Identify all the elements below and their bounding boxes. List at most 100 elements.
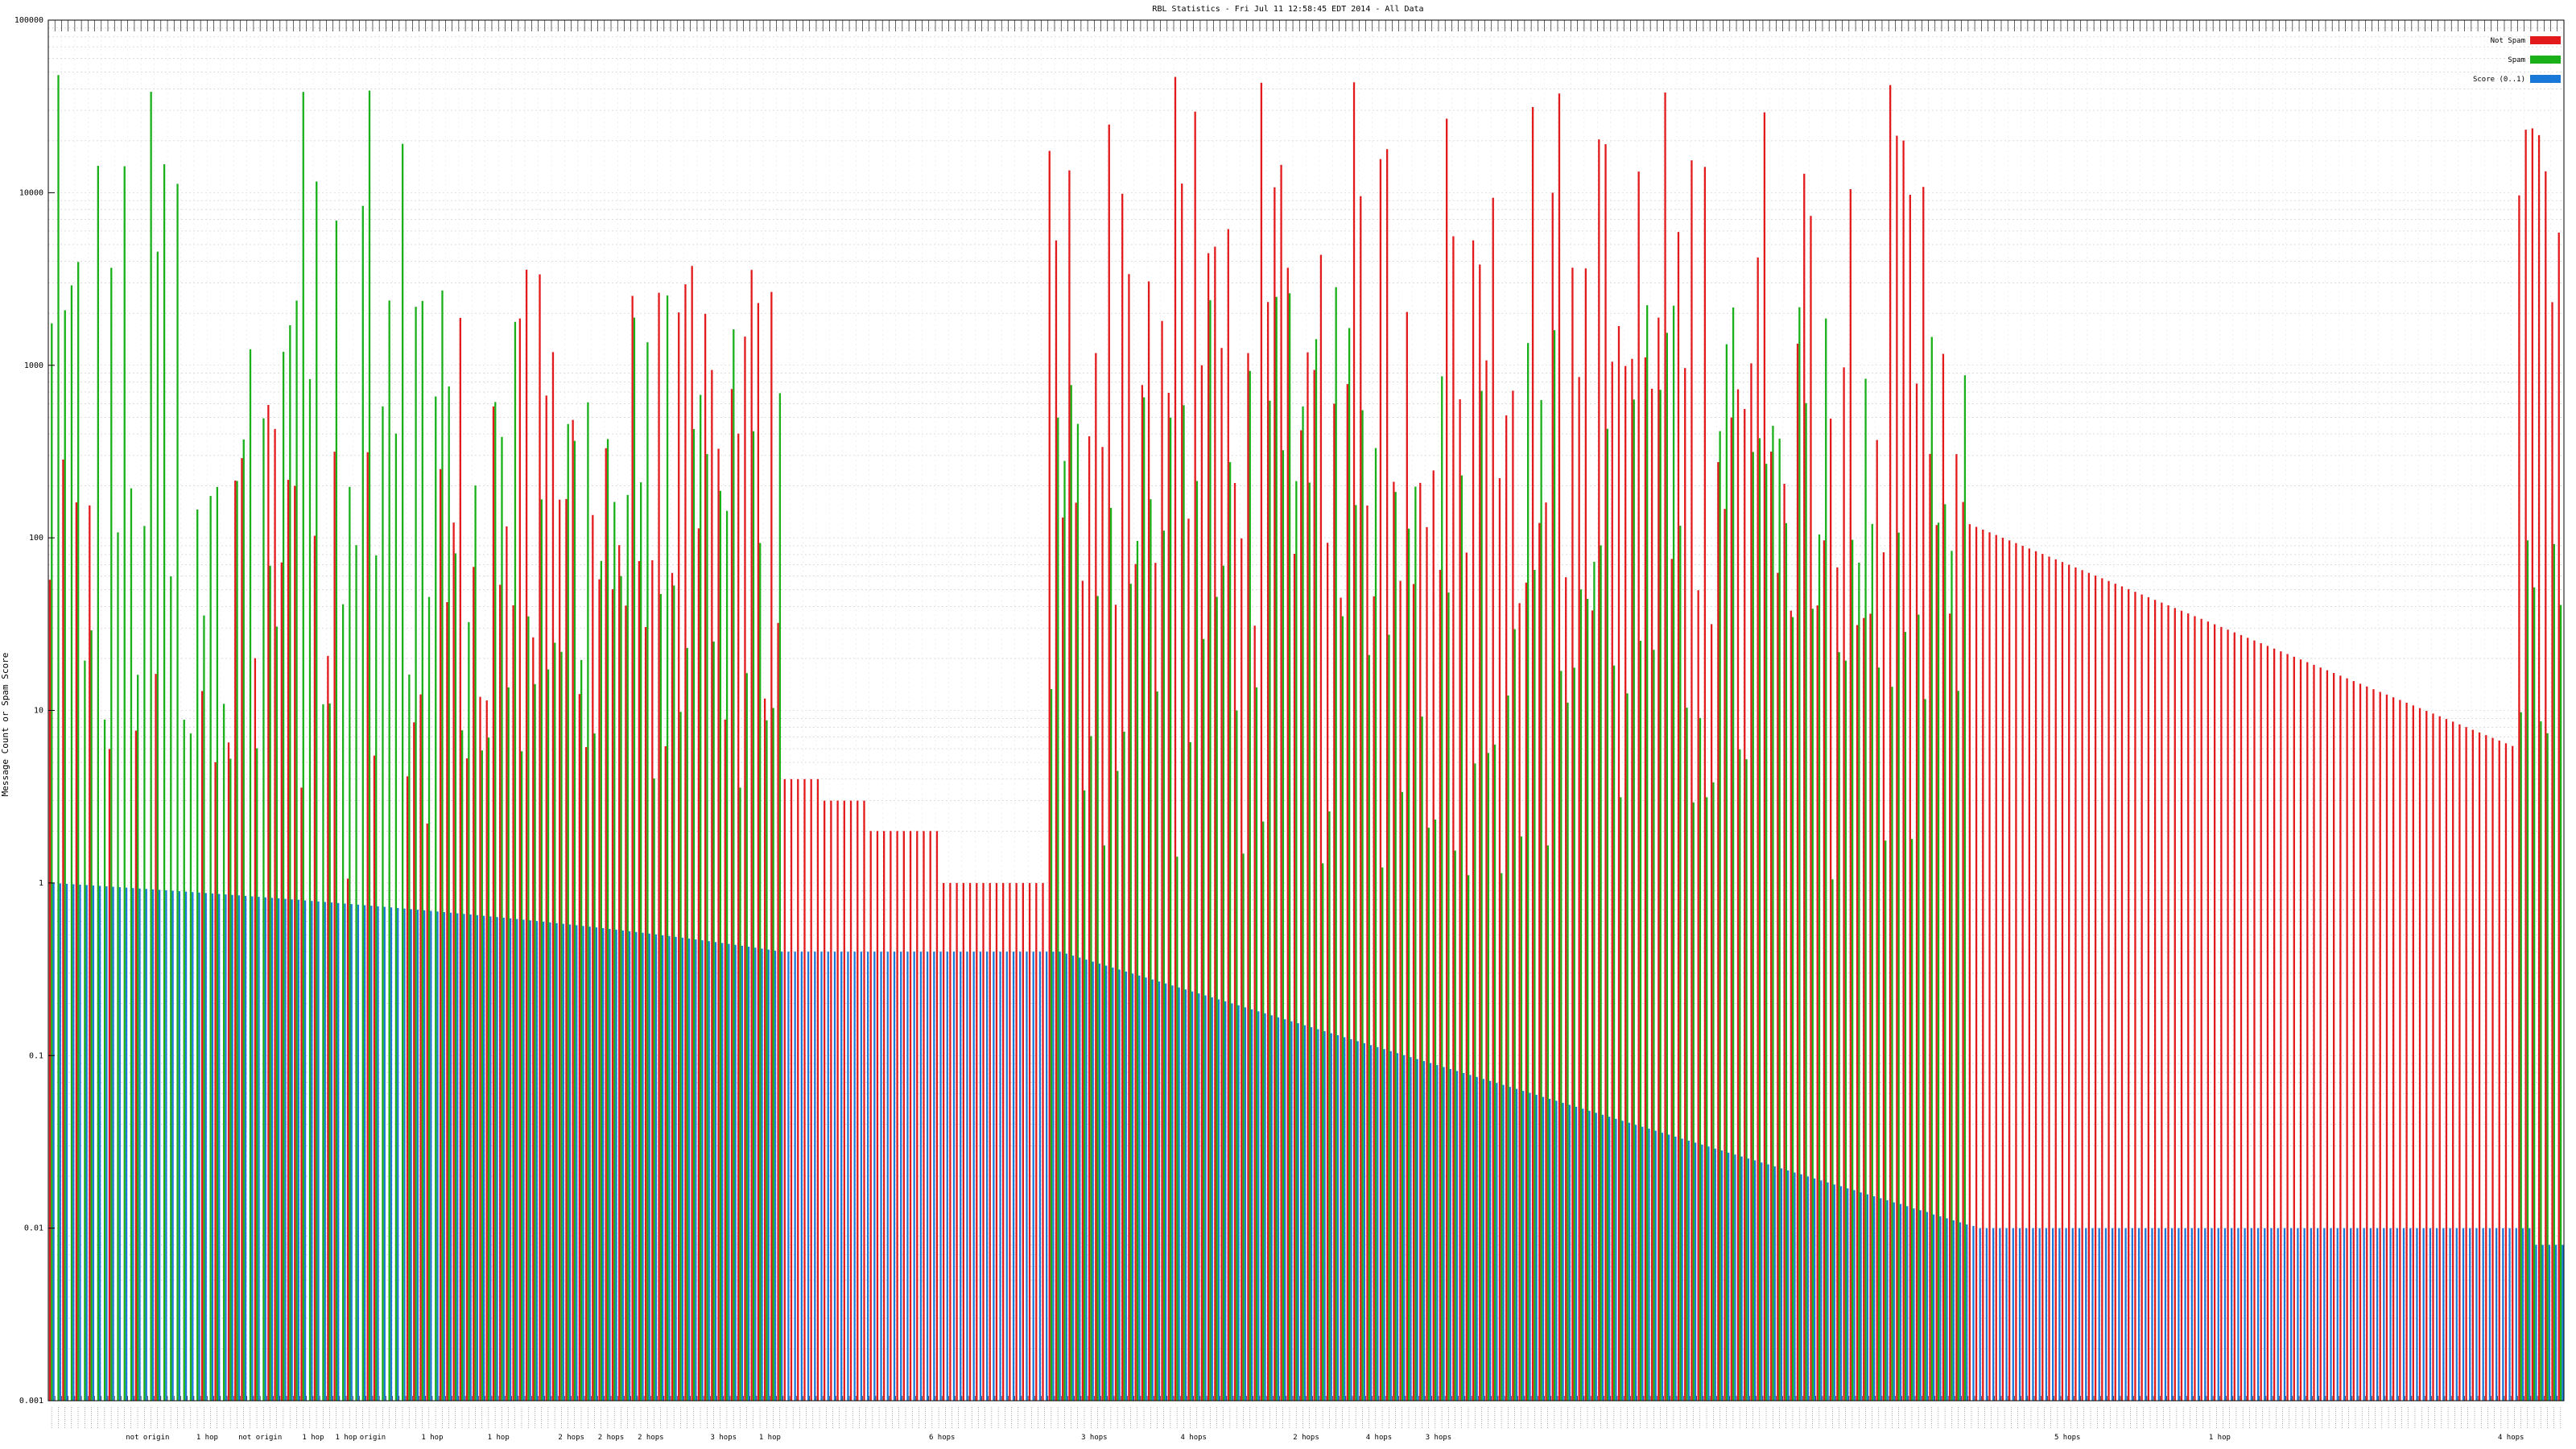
bar-score <box>1422 1061 1426 1401</box>
bar-spam <box>282 352 285 1401</box>
bar-score <box>159 890 161 1401</box>
bar-spam <box>554 642 556 1401</box>
bar-spam <box>673 585 675 1401</box>
bar-not-spam <box>2485 735 2487 1401</box>
bar-not-spam <box>492 406 495 1401</box>
bar-not-spam <box>777 622 779 1401</box>
bar-score <box>1317 1029 1319 1401</box>
bar-score <box>2323 1228 2326 1401</box>
bar-score <box>2058 1228 2061 1401</box>
bar-score <box>1145 977 1147 1401</box>
bar-score <box>79 884 81 1401</box>
bar-not-spam <box>1227 229 1229 1402</box>
bar-score <box>1701 1144 1703 1401</box>
bar-score <box>1330 1033 1332 1401</box>
bar-spam <box>2526 540 2529 1401</box>
bar-not-spam <box>1836 567 1839 1401</box>
bar-score <box>1555 1100 1558 1401</box>
bar-score <box>2356 1228 2359 1401</box>
bar-not-spam <box>1406 312 1408 1401</box>
bar-spam <box>1427 828 1430 1401</box>
bar-spam <box>388 300 390 1401</box>
bar-spam <box>692 429 696 1401</box>
bar-not-spam <box>518 318 522 1401</box>
bar-not-spam <box>896 831 898 1401</box>
bar-not-spam <box>1200 365 1203 1402</box>
bar-score <box>1839 1186 1843 1401</box>
bar-spam <box>1156 691 1158 1401</box>
bar-spam <box>1930 336 1933 1401</box>
bar-score <box>1813 1178 1816 1401</box>
bar-score <box>2277 1228 2279 1401</box>
bar-score <box>873 952 876 1401</box>
bar-score <box>2409 1228 2412 1401</box>
bar-spam <box>1209 299 1212 1401</box>
bar-score <box>337 902 340 1401</box>
bar-not-spam <box>1531 106 1534 1401</box>
bar-not-spam <box>446 601 448 1401</box>
bar-not-spam <box>426 824 428 1401</box>
bar-not-spam <box>803 778 806 1401</box>
bar-not-spam <box>1929 453 1931 1401</box>
bar-score <box>1661 1133 1664 1401</box>
bar-score <box>1231 1003 1233 1401</box>
bar-score <box>1687 1141 1690 1401</box>
bar-score <box>2283 1228 2286 1401</box>
bar-score <box>999 952 1001 1401</box>
bar-not-spam <box>783 778 786 1401</box>
bar-score <box>2184 1228 2186 1401</box>
bar-not-spam <box>584 747 588 1401</box>
bar-spam <box>156 251 159 1401</box>
bar-not-spam <box>1882 552 1885 1402</box>
bar-not-spam <box>2227 630 2229 1401</box>
bar-spam <box>123 166 126 1402</box>
bar-not-spam <box>294 485 296 1401</box>
bar-score <box>2376 1228 2379 1401</box>
bar-not-spam <box>1241 538 1243 1401</box>
bar-not-spam <box>2332 672 2335 1401</box>
bar-score <box>291 899 293 1401</box>
bar-not-spam <box>2140 594 2143 1401</box>
bar-spam <box>1719 431 1721 1401</box>
bar-not-spam <box>1393 481 1395 1401</box>
bar-spam <box>335 221 338 1401</box>
bar-score <box>2145 1228 2147 1401</box>
bar-spam <box>328 703 331 1401</box>
bar-spam <box>229 758 232 1401</box>
bar-score <box>2554 1245 2557 1401</box>
bar-score <box>237 895 240 1401</box>
bar-score <box>787 952 790 1401</box>
x-group-label: 4 hops <box>2498 1434 2524 1442</box>
bar-score <box>1582 1108 1584 1401</box>
bar-score <box>2529 1228 2531 1401</box>
bar-score <box>178 891 180 1401</box>
bar-spam <box>1269 400 1271 1401</box>
bar-not-spam <box>949 882 952 1401</box>
bar-spam <box>613 502 616 1401</box>
bar-score <box>2488 1228 2491 1401</box>
bar-spam <box>1123 731 1125 1401</box>
bar-not-spam <box>1095 353 1097 1401</box>
bar-not-spam <box>241 458 243 1401</box>
bar-score <box>728 943 730 1401</box>
bar-spam <box>745 673 748 1401</box>
bar-score <box>2422 1228 2425 1401</box>
bar-spam <box>1236 710 1238 1401</box>
legend-label: Score (0..1) <box>2473 76 2525 84</box>
bar-not-spam <box>943 882 945 1401</box>
bar-score <box>1270 1015 1273 1401</box>
bar-not-spam <box>227 742 230 1401</box>
bar-not-spam <box>1810 216 1812 1402</box>
bar-not-spam <box>1181 184 1183 1401</box>
bar-score <box>919 952 923 1401</box>
bar-not-spam <box>1730 417 1732 1401</box>
bar-not-spam <box>1975 526 1978 1401</box>
bar-not-spam <box>2107 580 2110 1401</box>
bar-not-spam <box>1545 502 1547 1401</box>
bar-not-spam <box>499 584 502 1401</box>
bar-not-spam <box>611 588 614 1401</box>
bar-not-spam <box>2491 737 2494 1401</box>
bar-spam <box>1785 522 1788 1401</box>
bar-not-spam <box>658 292 660 1402</box>
bar-score <box>1992 1228 1995 1401</box>
